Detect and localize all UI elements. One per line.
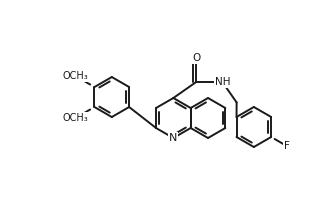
Text: NH: NH — [214, 77, 230, 87]
Text: F: F — [284, 141, 290, 151]
Text: N: N — [169, 133, 177, 143]
Text: OCH₃: OCH₃ — [63, 113, 88, 123]
Text: O: O — [192, 53, 200, 63]
Text: OCH₃: OCH₃ — [63, 71, 88, 81]
